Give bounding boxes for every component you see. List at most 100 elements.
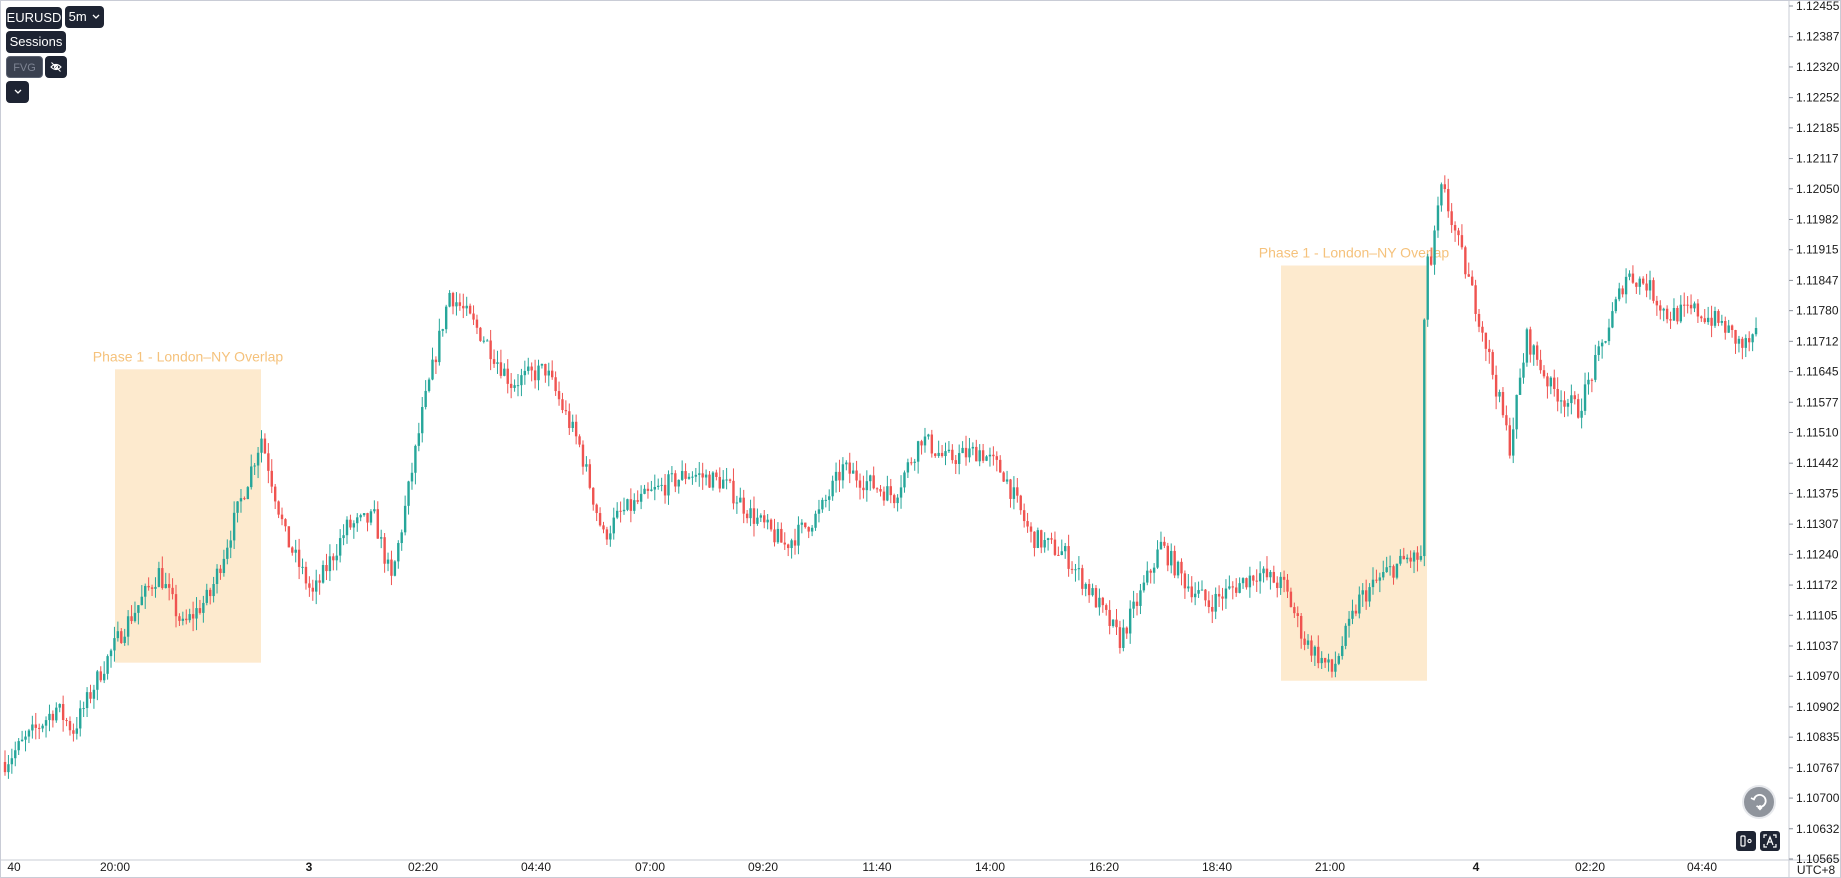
candle-body bbox=[1638, 278, 1641, 287]
fvg-button[interactable]: FVG bbox=[6, 56, 43, 78]
candle-body bbox=[417, 433, 421, 446]
candle-body bbox=[1022, 510, 1026, 522]
price-tick-label: 1.12185 bbox=[1796, 121, 1840, 135]
candle-body bbox=[810, 527, 814, 532]
symbol-button[interactable]: EURUSD bbox=[6, 7, 62, 29]
candle-body bbox=[875, 488, 879, 490]
candle-body bbox=[1423, 319, 1426, 557]
candle-body bbox=[356, 517, 359, 524]
candle-body bbox=[1693, 303, 1696, 309]
candle-body bbox=[1132, 601, 1135, 609]
candle-body bbox=[133, 612, 137, 622]
candle-body bbox=[793, 540, 797, 546]
candle-body bbox=[1320, 657, 1323, 664]
candle-body bbox=[1748, 338, 1751, 343]
time-tick-label: 09:20 bbox=[748, 860, 778, 874]
candle-body bbox=[1258, 573, 1262, 582]
candle-body bbox=[595, 504, 598, 514]
candle-body bbox=[1440, 184, 1443, 206]
candle-body bbox=[1580, 410, 1583, 418]
candle-body bbox=[1358, 594, 1361, 614]
candle-body bbox=[1033, 531, 1036, 548]
candle-body bbox=[1433, 230, 1436, 265]
candle-body bbox=[1522, 362, 1525, 378]
candle-body bbox=[1067, 546, 1070, 569]
candle-body bbox=[592, 487, 595, 505]
candle-body bbox=[1135, 601, 1139, 606]
candle-body bbox=[711, 472, 715, 488]
collapse-toolbar-button[interactable] bbox=[6, 81, 29, 103]
candle-body bbox=[797, 524, 800, 546]
candle-body bbox=[263, 438, 267, 454]
candle-body bbox=[971, 446, 975, 449]
candle-body bbox=[1371, 579, 1375, 588]
candle-body bbox=[499, 362, 503, 376]
candle-body bbox=[742, 497, 745, 514]
candle-body bbox=[1193, 593, 1197, 598]
fit-content-button[interactable] bbox=[1760, 831, 1780, 851]
candle-body bbox=[1026, 521, 1029, 527]
time-tick-label: 04:40 bbox=[521, 860, 551, 874]
candle-body bbox=[167, 584, 171, 588]
price-tick-label: 1.11712 bbox=[1796, 334, 1839, 348]
candle-body bbox=[961, 447, 964, 454]
candle-body bbox=[65, 719, 68, 722]
time-tick-label: 21:00 bbox=[1315, 860, 1345, 874]
candle-body bbox=[359, 515, 362, 518]
candle-body bbox=[1655, 300, 1659, 306]
candle-body bbox=[321, 565, 325, 583]
candle-body bbox=[858, 480, 862, 488]
candle-body bbox=[821, 499, 824, 510]
time-tick-label: 11:40 bbox=[862, 860, 891, 874]
candle-body bbox=[540, 363, 544, 366]
candle-body bbox=[756, 517, 759, 524]
candle-body bbox=[1600, 342, 1604, 347]
candle-body bbox=[393, 561, 397, 576]
candle-body bbox=[923, 436, 927, 446]
price-tick-label: 1.11375 bbox=[1796, 486, 1839, 500]
candle-body bbox=[1539, 359, 1542, 371]
candle-body bbox=[725, 479, 728, 481]
candle-body bbox=[1385, 567, 1388, 573]
candle-body bbox=[1686, 304, 1689, 306]
time-tick-label: 07:00 bbox=[635, 860, 665, 874]
candle-body bbox=[1118, 627, 1122, 648]
reset-view-button[interactable] bbox=[1742, 785, 1776, 819]
interval-dropdown[interactable]: 5m bbox=[65, 6, 104, 28]
candle-body bbox=[680, 471, 684, 480]
candle-body bbox=[783, 542, 786, 545]
candle-body bbox=[670, 473, 674, 475]
candle-body bbox=[1720, 320, 1724, 323]
sessions-button[interactable]: Sessions bbox=[6, 31, 66, 53]
autoscale-button[interactable] bbox=[1736, 831, 1756, 851]
price-tick-label: 1.11510 bbox=[1796, 426, 1839, 440]
candle-body bbox=[639, 493, 643, 502]
candle-body bbox=[1450, 211, 1453, 226]
candle-body bbox=[1156, 549, 1159, 568]
candle-body bbox=[1248, 575, 1252, 588]
candle-body bbox=[140, 596, 143, 606]
candle-body bbox=[1641, 278, 1645, 284]
candle-body bbox=[807, 527, 810, 532]
candle-body bbox=[390, 559, 393, 576]
candle-body bbox=[1211, 606, 1214, 612]
candle-body bbox=[574, 421, 578, 437]
candle-body bbox=[612, 517, 615, 534]
candle-body bbox=[1310, 640, 1313, 656]
candle-body bbox=[1460, 235, 1464, 248]
candle-body bbox=[1604, 341, 1607, 343]
candle-body bbox=[1392, 566, 1395, 578]
candle-body bbox=[906, 462, 910, 473]
candle-body bbox=[256, 452, 260, 466]
candle-body bbox=[1628, 273, 1631, 277]
candle-body bbox=[468, 305, 472, 314]
price-tick-label: 1.12050 bbox=[1796, 182, 1840, 196]
candle-body bbox=[7, 764, 10, 773]
fvg-visibility-toggle[interactable] bbox=[45, 56, 67, 78]
candle-body bbox=[150, 587, 154, 589]
time-tick-label: 3 bbox=[306, 860, 313, 874]
candle-body bbox=[629, 499, 633, 511]
candle-body bbox=[51, 713, 55, 721]
candle-body bbox=[913, 461, 916, 463]
